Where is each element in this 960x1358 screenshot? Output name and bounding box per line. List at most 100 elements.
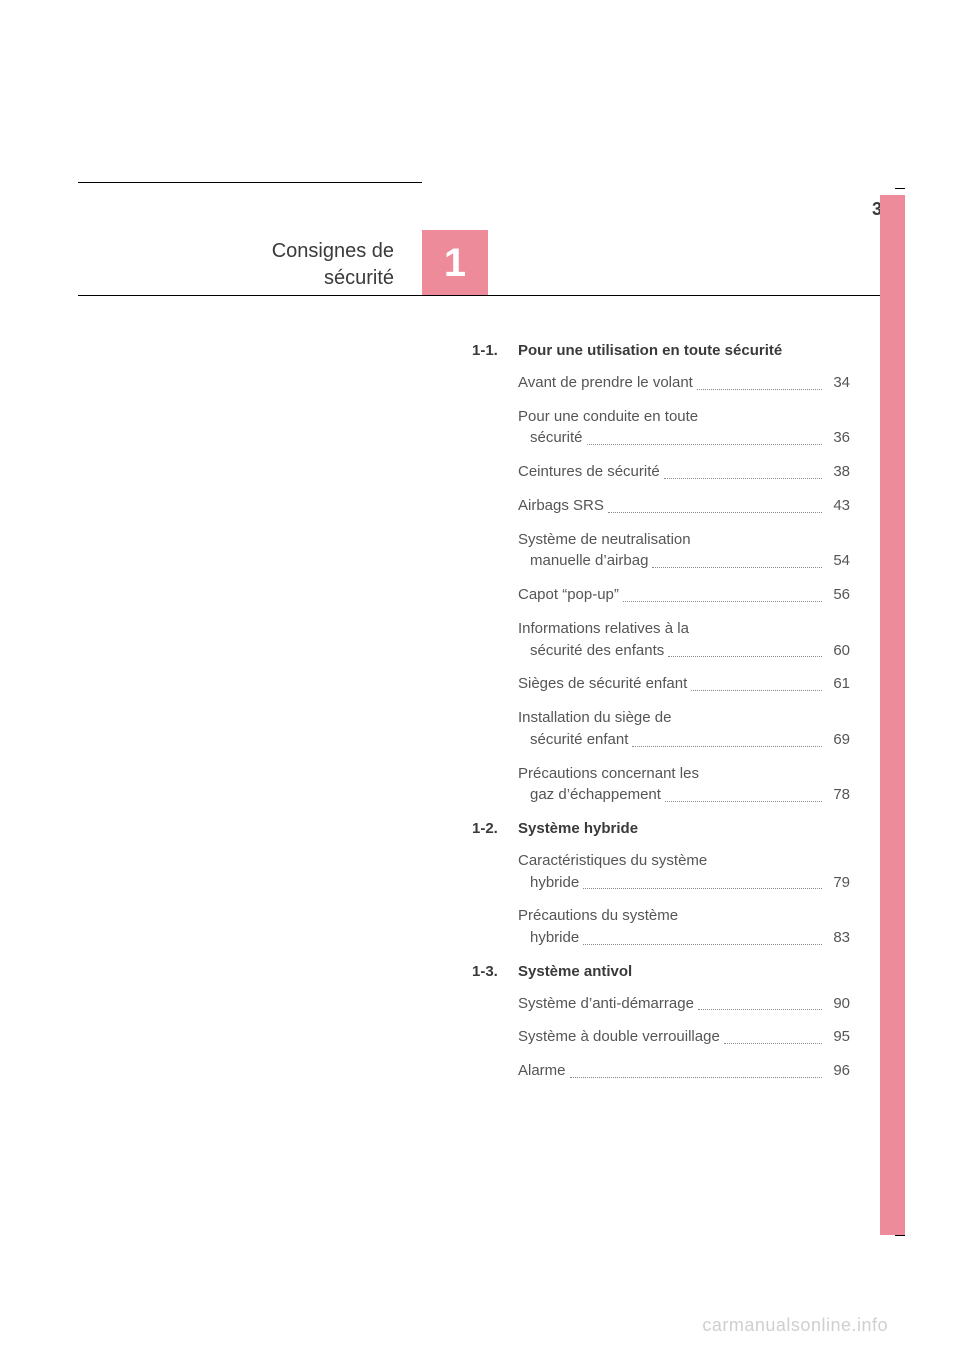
toc-leader-dots: [623, 601, 822, 602]
toc-section: 1-1.Pour une utilisation en toute sécuri…: [472, 340, 850, 806]
chapter-title-text: Consignes de sécurité: [272, 238, 394, 292]
toc-entry-label: Système à double verrouillage: [518, 1026, 720, 1048]
toc-entry-page: 90: [826, 993, 850, 1015]
toc-entry-page: 43: [826, 495, 850, 517]
toc-section-title: Système antivol: [518, 961, 850, 983]
toc-entry: Informations relatives à la: [518, 618, 850, 640]
toc-entry-label: Installation du siège de: [518, 707, 671, 729]
toc-entries: Avant de prendre le volant 34 Pour une con…: [472, 372, 850, 806]
toc-section: 1-3.Système antivol Système d’anti-démarr…: [472, 961, 850, 1082]
toc-leader-dots: [570, 1077, 822, 1078]
toc-section-number: 1-3.: [472, 961, 518, 983]
toc-entry: Système de neutralisation: [518, 529, 850, 551]
toc-entry-label: Ceintures de sécurité: [518, 461, 660, 483]
toc-entry-label: Précautions concernant les: [518, 763, 699, 785]
toc-entry: sécurité enfant 69: [518, 729, 850, 751]
toc-entry-page: 34: [826, 372, 850, 394]
toc-entry: sécurité 36: [518, 427, 850, 449]
toc-entry: Caractéristiques du système: [518, 850, 850, 872]
toc-entry: Avant de prendre le volant 34: [518, 372, 850, 394]
toc-leader-dots: [724, 1043, 822, 1044]
toc-entry-label-cont: sécurité: [518, 427, 583, 449]
toc-entry-label: Informations relatives à la: [518, 618, 689, 640]
table-of-contents: 1-1.Pour une utilisation en toute sécuri…: [472, 340, 850, 1094]
toc-entry: Précautions du système: [518, 905, 850, 927]
toc-entry: gaz d’échappement 78: [518, 784, 850, 806]
toc-entry: Précautions concernant les: [518, 763, 850, 785]
chapter-number-box: 1: [422, 230, 488, 296]
toc-leader-dots: [608, 512, 822, 513]
toc-leader-dots: [697, 389, 822, 390]
toc-entry: hybride 83: [518, 927, 850, 949]
toc-entry: Airbags SRS 43: [518, 495, 850, 517]
toc-entry-label: Capot “pop-up”: [518, 584, 619, 606]
toc-leader-dots: [632, 746, 822, 747]
toc-leader-dots: [698, 1009, 822, 1010]
toc-section-heading: 1-1.Pour une utilisation en toute sécuri…: [472, 340, 850, 362]
toc-entry-label-cont: sécurité enfant: [518, 729, 628, 751]
toc-entry-label: Alarme: [518, 1060, 566, 1082]
chapter-number: 1: [444, 243, 466, 283]
toc-entry-label: Système d’anti-démarrage: [518, 993, 694, 1015]
toc-entry-page: 38: [826, 461, 850, 483]
chapter-title: Consignes de sécurité: [78, 232, 408, 298]
toc-section-heading: 1-3.Système antivol: [472, 961, 850, 983]
toc-entry-label: Avant de prendre le volant: [518, 372, 693, 394]
toc-entry-label: Précautions du système: [518, 905, 678, 927]
crop-mark: [895, 188, 905, 189]
toc-entry: manuelle d’airbag 54: [518, 550, 850, 572]
toc-entry-page: 56: [826, 584, 850, 606]
toc-entry-label: Pour une conduite en toute: [518, 406, 698, 428]
toc-entry: hybride 79: [518, 872, 850, 894]
toc-entry-page: 79: [826, 872, 850, 894]
toc-entry-page: 95: [826, 1026, 850, 1048]
toc-section-title: Pour une utilisation en toute sécurité: [518, 340, 850, 362]
section-thumb-tab: [880, 195, 905, 1235]
toc-entry-label: Système de neutralisation: [518, 529, 691, 551]
toc-section-number: 1-1.: [472, 340, 518, 362]
toc-entry-label: Airbags SRS: [518, 495, 604, 517]
toc-section-title: Système hybride: [518, 818, 850, 840]
toc-leader-dots: [664, 478, 822, 479]
toc-entries: Système d’anti-démarrage 90 Système à doub…: [472, 993, 850, 1082]
header-rule-bottom: [78, 295, 893, 296]
toc-entry-label: Caractéristiques du système: [518, 850, 707, 872]
toc-section-number: 1-2.: [472, 818, 518, 840]
toc-entry-label: Sièges de sécurité enfant: [518, 673, 687, 695]
toc-entry-page: 36: [826, 427, 850, 449]
toc-entry: Sièges de sécurité enfant 61: [518, 673, 850, 695]
toc-entry: sécurité des enfants 60: [518, 640, 850, 662]
toc-entry-page: 78: [826, 784, 850, 806]
watermark: carmanualsonline.info: [702, 1315, 888, 1336]
toc-leader-dots: [668, 656, 822, 657]
toc-entry-page: 60: [826, 640, 850, 662]
header-rule-top: [78, 182, 422, 183]
crop-mark: [895, 1235, 905, 1236]
toc-entry: Alarme 96: [518, 1060, 850, 1082]
toc-entry: Système d’anti-démarrage 90: [518, 993, 850, 1015]
toc-entry-page: 61: [826, 673, 850, 695]
toc-entry-label-cont: sécurité des enfants: [518, 640, 664, 662]
toc-entry-label-cont: manuelle d’airbag: [518, 550, 648, 572]
toc-leader-dots: [587, 444, 822, 445]
toc-entry-label-cont: gaz d’échappement: [518, 784, 661, 806]
toc-section: 1-2.Système hybride Caractéristiques du s…: [472, 818, 850, 949]
toc-section-heading: 1-2.Système hybride: [472, 818, 850, 840]
toc-entries: Caractéristiques du systèmehybride79Préc…: [472, 850, 850, 949]
toc-entry: Pour une conduite en toute: [518, 406, 850, 428]
toc-entry: Installation du siège de: [518, 707, 850, 729]
toc-entry-page: 83: [826, 927, 850, 949]
toc-entry-page: 69: [826, 729, 850, 751]
toc-entry-label-cont: hybride: [518, 872, 579, 894]
toc-entry-label-cont: hybride: [518, 927, 579, 949]
toc-entry: Ceintures de sécurité 38: [518, 461, 850, 483]
toc-entry: Système à double verrouillage 95: [518, 1026, 850, 1048]
toc-leader-dots: [652, 567, 822, 568]
toc-leader-dots: [665, 801, 822, 802]
toc-entry: Capot “pop-up” 56: [518, 584, 850, 606]
toc-leader-dots: [583, 888, 822, 889]
toc-entry-page: 96: [826, 1060, 850, 1082]
toc-leader-dots: [691, 690, 822, 691]
toc-entry-page: 54: [826, 550, 850, 572]
toc-leader-dots: [583, 944, 822, 945]
